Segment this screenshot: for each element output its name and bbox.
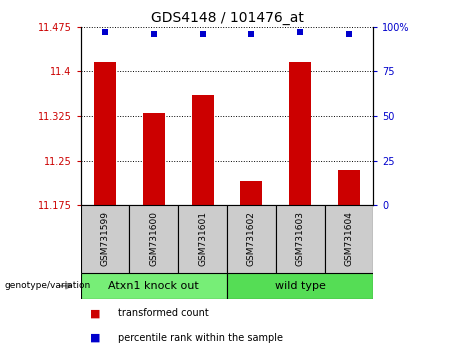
Text: ■: ■ (90, 308, 100, 318)
Bar (178, 205, 227, 273)
Text: GSM731604: GSM731604 (344, 211, 354, 267)
Bar (241, 182, 262, 205)
Point (248, 31, 255, 36)
Bar (192, 95, 213, 205)
Bar (276, 205, 325, 273)
Text: transformed count: transformed count (118, 308, 208, 318)
Text: GSM731600: GSM731600 (149, 211, 159, 267)
Text: wild type: wild type (275, 281, 325, 291)
Text: GSM731599: GSM731599 (100, 211, 110, 267)
Text: percentile rank within the sample: percentile rank within the sample (118, 333, 283, 343)
Text: GSM731602: GSM731602 (247, 211, 256, 267)
Text: Atxn1 knock out: Atxn1 knock out (108, 281, 199, 291)
Text: GSM731603: GSM731603 (296, 211, 305, 267)
Point (345, 31, 353, 36)
Bar (81, 273, 227, 299)
Point (101, 29, 109, 35)
Point (150, 31, 158, 36)
Text: ■: ■ (90, 333, 100, 343)
Text: genotype/variation: genotype/variation (5, 281, 91, 290)
Point (199, 31, 207, 36)
Bar (143, 113, 165, 205)
Bar (227, 273, 373, 299)
Text: GDS4148 / 101476_at: GDS4148 / 101476_at (151, 11, 303, 25)
Bar (227, 205, 276, 273)
Bar (81, 205, 130, 273)
Bar (130, 205, 178, 273)
Bar (94, 62, 116, 205)
Point (296, 29, 304, 35)
Text: GSM731601: GSM731601 (198, 211, 207, 267)
Bar (325, 205, 373, 273)
Bar (289, 62, 311, 205)
Bar (338, 170, 360, 205)
